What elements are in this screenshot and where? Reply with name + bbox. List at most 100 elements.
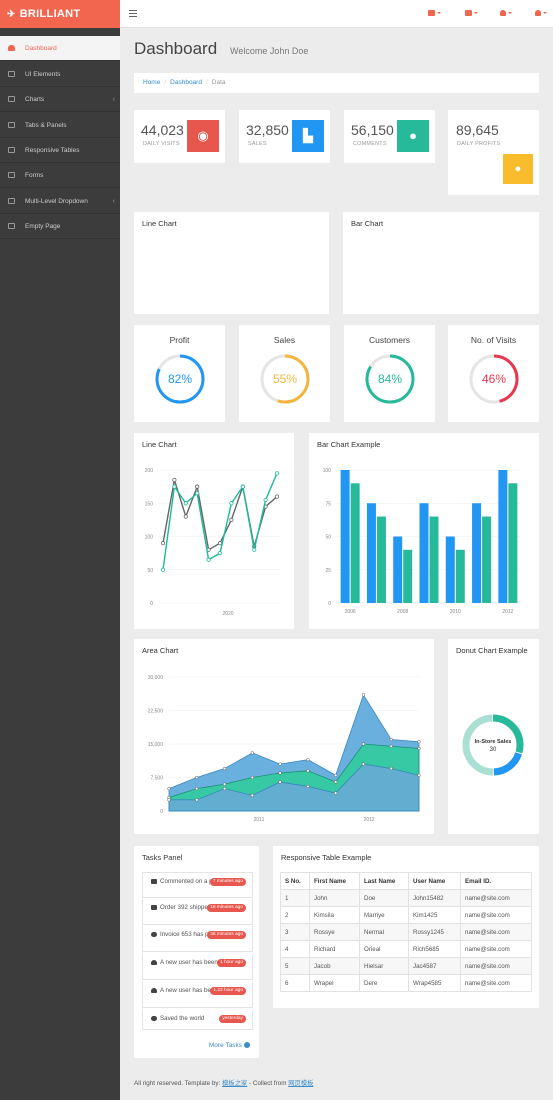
task-item[interactable]: Commented on a post 7 minutes ago	[142, 872, 253, 898]
line-chart: 0 50 100 150 200 2020	[145, 468, 281, 617]
progress-circle: 55%	[260, 354, 310, 404]
desktop-icon	[8, 71, 15, 77]
tasks-dropdown[interactable]	[465, 8, 478, 20]
line-chart-card: Line Chart 0 50 100 150 200 2020	[134, 433, 294, 629]
y-tick-label: 0	[160, 809, 163, 815]
x-tick-label: 2008	[397, 609, 408, 615]
sidebar-item-empty-page[interactable]: Empty Page	[0, 214, 120, 239]
time-badge: 1 hour ago	[217, 959, 246, 967]
chevron-left-icon: ‹	[112, 96, 115, 103]
donut-slice	[462, 714, 524, 776]
task-item[interactable]: Saved the world yesterday	[142, 1010, 253, 1030]
sidebar-item-multi-level-dropdown[interactable]: Multi-Level Dropdown ‹	[0, 189, 120, 214]
data-point	[167, 798, 171, 802]
edit-icon	[8, 172, 15, 178]
data-point	[361, 742, 366, 746]
more-tasks-link[interactable]: More Tasks	[209, 1042, 250, 1049]
bar	[376, 516, 386, 603]
data-point	[389, 744, 393, 748]
task-item[interactable]: Invoice 653 has paid 36 minutes ago	[142, 926, 253, 952]
progress-arc	[469, 354, 519, 404]
data-point	[250, 775, 254, 780]
circle-card-sales: Sales 55%	[239, 325, 330, 422]
arrow-circle-right-icon	[244, 1042, 250, 1049]
data-point	[306, 757, 310, 762]
stat-label: DAILY VISITS	[143, 141, 180, 147]
brand-logo[interactable]: ✈ BRILLIANT	[0, 0, 120, 28]
circle-card-profit: Profit 82%	[134, 325, 225, 422]
column-header: User Name	[408, 872, 461, 890]
menu-toggle-icon[interactable]	[129, 10, 137, 17]
y-tick-label: 0	[328, 601, 331, 607]
data-point	[250, 793, 254, 798]
sidebar-item-tabs-panels[interactable]: Tabs & Panels	[0, 113, 120, 138]
donut-chart: In-Store Sales 30	[462, 714, 524, 776]
task-item[interactable]: Order 392 shipped 16 minutes ago	[142, 899, 253, 925]
y-tick-label: 7,500	[150, 776, 163, 782]
data-point	[160, 541, 166, 546]
line-chart-panel: Line Chart	[134, 212, 329, 314]
envelope-icon	[428, 10, 435, 17]
x-tick-label: 2010	[450, 609, 461, 615]
sitemap-icon	[8, 96, 15, 102]
y-tick-label: 30,000	[148, 675, 164, 681]
footer-link-collect[interactable]: 网页模板	[288, 1080, 314, 1087]
breadcrumb: Home / Dashboard / Data	[134, 73, 539, 93]
bar	[508, 483, 518, 603]
breadcrumb-dashboard[interactable]: Dashboard	[170, 79, 202, 86]
chart-title: Area Chart	[142, 646, 179, 655]
data-point	[195, 787, 199, 791]
sidebar-item-charts[interactable]: Charts ‹	[0, 87, 120, 112]
data-point	[278, 762, 282, 766]
y-tick-label: 100	[323, 468, 332, 474]
data-point	[278, 771, 282, 775]
x-tick-label: 2006	[345, 609, 356, 615]
cart-icon: ▙	[292, 120, 324, 152]
data-point	[389, 766, 393, 771]
breadcrumb-home[interactable]: Home	[143, 79, 161, 86]
tasks-panel: Tasks Panel Commented on a post 7 minutes…	[134, 846, 259, 1058]
donut-center-label: In-Store Sales	[475, 739, 512, 745]
data-point	[240, 484, 245, 489]
table-row: 1 John Doe John15482 name@site.com	[280, 889, 532, 907]
messages-dropdown[interactable]	[428, 8, 441, 20]
sidebar-item-dashboard[interactable]: Dashboard	[0, 36, 120, 61]
bar-chart-panel: Bar Chart	[343, 212, 539, 314]
chevron-left-icon: ‹	[112, 198, 115, 205]
progress-arc	[155, 354, 205, 404]
user-dropdown[interactable]	[535, 8, 547, 20]
data-point	[306, 769, 310, 773]
data-point	[195, 491, 200, 496]
bell-icon	[500, 10, 506, 17]
task-item[interactable]: A new user has been added 1.23 hour ago	[142, 982, 253, 1008]
stat-value: 44,023	[141, 122, 184, 138]
bar	[393, 536, 403, 603]
stat-value: 32,850	[246, 122, 289, 138]
sidebar-item-responsive-tables[interactable]: Responsive Tables	[0, 138, 120, 163]
stat-label: COMMENTS	[353, 141, 387, 147]
sidebar-item-ui-elements[interactable]: UI Elements	[0, 62, 120, 87]
y-tick-label: 50	[147, 568, 153, 574]
dashboard-icon	[8, 45, 15, 51]
time-badge: 36 minutes ago	[207, 931, 246, 939]
data-point	[167, 787, 171, 791]
circle-title: Profit	[169, 335, 190, 345]
panel-title: Line Chart	[142, 219, 177, 228]
main-content: Dashboard Welcome John Doe Home / Dashboar…	[120, 28, 553, 1100]
bar	[445, 536, 455, 603]
y-tick-label: 15,000	[148, 742, 164, 748]
task-item[interactable]: A new user has been added 1 hour ago	[142, 954, 253, 980]
circle-card-visits: No. of Visits 46%	[448, 325, 539, 422]
sidebar-item-forms[interactable]: Forms	[0, 163, 120, 188]
circle-value: 84%	[378, 372, 402, 386]
chart-title: Bar Chart Example	[317, 440, 381, 449]
table-row: 4 Richard Orieal Rich5685 name@site.com	[280, 940, 532, 958]
time-badge: yesterday	[219, 1015, 246, 1023]
user-icon	[151, 959, 157, 965]
breadcrumb-current: Data	[211, 79, 226, 86]
bar-chart: 0 25 50 75 100 2006 2008 2010 2012	[323, 468, 521, 615]
data-point	[389, 737, 393, 742]
data-point	[195, 484, 200, 489]
footer-link-template[interactable]: 模板之家	[222, 1080, 248, 1087]
alerts-dropdown[interactable]	[500, 8, 512, 20]
